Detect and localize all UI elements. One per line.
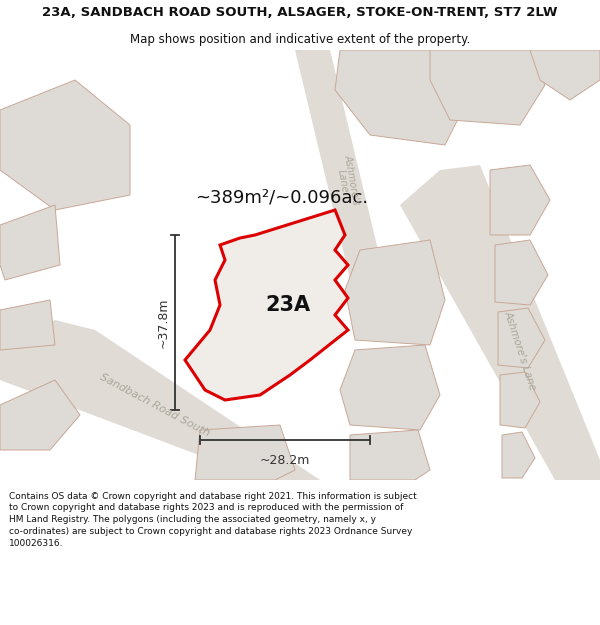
Polygon shape: [350, 430, 430, 480]
Text: ~28.2m: ~28.2m: [260, 454, 310, 467]
Polygon shape: [0, 380, 80, 450]
Polygon shape: [0, 300, 55, 350]
Polygon shape: [530, 50, 600, 100]
Polygon shape: [0, 205, 60, 280]
Polygon shape: [490, 165, 550, 235]
Polygon shape: [0, 320, 320, 480]
Polygon shape: [502, 432, 535, 478]
Polygon shape: [345, 240, 445, 345]
Text: Ashmore's
Lane: Ashmore's Lane: [333, 153, 361, 207]
Polygon shape: [498, 308, 545, 368]
Polygon shape: [400, 165, 600, 480]
Text: ~37.8m: ~37.8m: [157, 298, 170, 348]
Text: 23A: 23A: [265, 295, 311, 315]
Text: Contains OS data © Crown copyright and database right 2021. This information is : Contains OS data © Crown copyright and d…: [9, 492, 417, 548]
Polygon shape: [335, 50, 465, 145]
Polygon shape: [430, 50, 545, 125]
Text: Sandbach Road South: Sandbach Road South: [98, 372, 212, 438]
Polygon shape: [500, 372, 540, 428]
Text: ~389m²/~0.096ac.: ~389m²/~0.096ac.: [195, 189, 368, 207]
Text: Map shows position and indicative extent of the property.: Map shows position and indicative extent…: [130, 34, 470, 46]
Polygon shape: [0, 80, 130, 210]
Text: 23A, SANDBACH ROAD SOUTH, ALSAGER, STOKE-ON-TRENT, ST7 2LW: 23A, SANDBACH ROAD SOUTH, ALSAGER, STOKE…: [42, 6, 558, 19]
Polygon shape: [495, 240, 548, 305]
Polygon shape: [295, 50, 390, 300]
Polygon shape: [340, 345, 440, 430]
Polygon shape: [195, 425, 295, 480]
Polygon shape: [185, 210, 348, 400]
Text: Ashmore's Lane: Ashmore's Lane: [502, 309, 538, 391]
